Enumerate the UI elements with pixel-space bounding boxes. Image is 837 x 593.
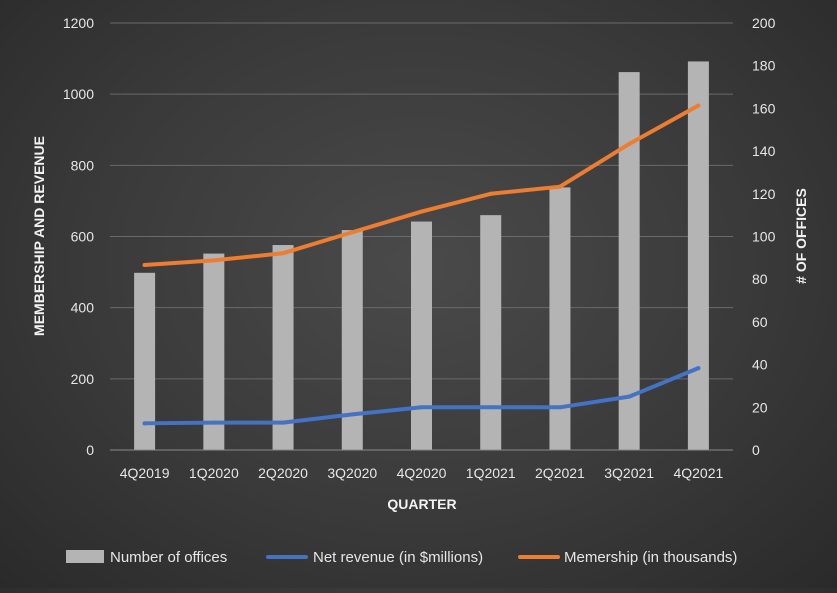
y-axis-right-title: # OF OFFICES: [793, 188, 809, 284]
bar: [687, 61, 709, 451]
data-point: [211, 258, 216, 263]
y-left-tick-label: 0: [86, 442, 94, 458]
legend-label: Net revenue (in $millions): [313, 549, 483, 566]
y-right-tick-label: 80: [752, 271, 768, 287]
bar: [411, 221, 432, 450]
x-tick-label: 2Q2021: [535, 465, 585, 481]
y-left-tick-label: 1200: [63, 15, 94, 31]
data-point: [419, 209, 424, 214]
data-point: [142, 262, 147, 267]
legend-label: Number of offices: [110, 549, 227, 566]
data-point: [350, 412, 355, 417]
data-point: [488, 405, 493, 410]
y-left-tick-label: 800: [71, 157, 95, 173]
bar: [272, 245, 294, 450]
data-point: [281, 420, 286, 425]
x-tick-label: 4Q2021: [673, 465, 723, 481]
axes: 0 200 400 600 800 1000 1200 0 20 40 60 80 100 120 140 1…: [63, 15, 776, 481]
y-right-tick-label: 20: [752, 399, 768, 415]
y-left-tick-label: 600: [71, 229, 95, 245]
data-point: [696, 103, 701, 108]
y-right-tick-label: 180: [752, 58, 776, 74]
bar: [203, 253, 225, 450]
data-point: [419, 405, 424, 410]
bar: [480, 215, 502, 450]
x-axis-title: QUARTER: [387, 496, 456, 512]
data-point: [350, 230, 355, 235]
bar: [549, 187, 571, 450]
x-tick-label: 4Q2019: [120, 465, 170, 481]
y-right-tick-label: 120: [752, 186, 776, 202]
y-right-tick-label: 160: [752, 100, 776, 116]
y-left-tick-label: 200: [71, 371, 95, 387]
data-point: [627, 141, 632, 146]
y-right-tick-label: 200: [752, 15, 776, 31]
x-tick-label: 1Q2021: [466, 465, 516, 481]
bar: [341, 230, 363, 450]
y-right-tick-label: 100: [752, 229, 776, 245]
y-left-tick-label: 400: [71, 300, 95, 316]
x-tick-label: 2Q2020: [258, 465, 308, 481]
legend-label: Memership (in thousands): [564, 549, 737, 566]
bar-series: [134, 61, 709, 451]
bar: [618, 72, 640, 450]
line-series: [142, 103, 701, 426]
y-right-tick-label: 0: [752, 442, 760, 458]
y-right-tick-label: 40: [752, 357, 768, 373]
legend: Number of offices Net revenue (in $millio…: [66, 549, 737, 566]
x-tick-label: 4Q2020: [397, 465, 447, 481]
data-point: [557, 405, 562, 410]
y-right-tick-label: 60: [752, 314, 768, 330]
data-point: [557, 184, 562, 189]
data-point: [281, 251, 286, 256]
x-tick-label: 1Q2020: [189, 465, 239, 481]
data-point: [696, 366, 701, 371]
y-right-tick-label: 140: [752, 143, 776, 159]
data-point: [142, 421, 147, 426]
y-axis-left-title: MEMBERSHIP AND REVENUE: [31, 136, 47, 336]
y-left-tick-label: 1000: [63, 86, 94, 102]
x-tick-label: 3Q2020: [327, 465, 377, 481]
x-tick-label: 3Q2021: [604, 465, 654, 481]
data-point: [488, 191, 493, 196]
data-point: [211, 420, 216, 425]
bar: [134, 272, 156, 450]
legend-swatch: [66, 550, 104, 563]
data-point: [627, 394, 632, 399]
